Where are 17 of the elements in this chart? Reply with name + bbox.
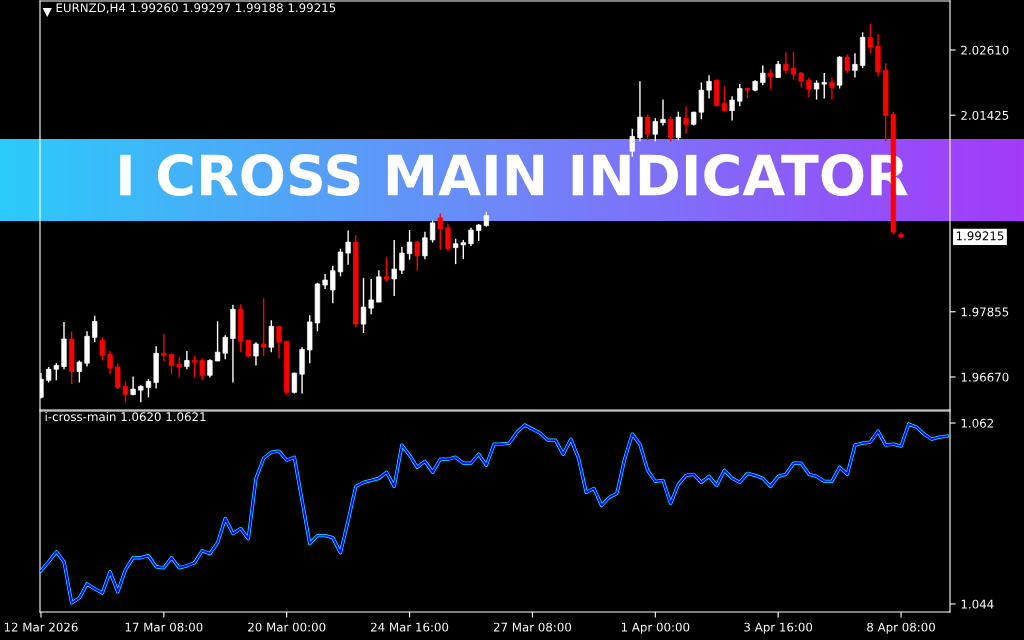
y-tick-label: 1.96670 (961, 372, 1009, 382)
y-tick-label: 2.02610 (961, 45, 1009, 55)
x-tick-label: 27 Mar 08:00 (493, 622, 572, 632)
text: 1.99215 (956, 231, 1004, 241)
x-tick-label: 1 Apr 00:00 (621, 622, 690, 634)
x-tick-label: 3 Apr 16:00 (744, 622, 813, 634)
x-tick-label: 8 Apr 08:00 (867, 622, 935, 634)
x-tick-label: 20 Mar 00:00 (248, 622, 326, 632)
x-tick-label: 17 Mar 08:00 (125, 622, 203, 632)
y-tick-label: 2.01425 (961, 110, 1009, 120)
chart-title: i-cross-main 1.0620 1.0621 (45, 412, 206, 422)
y-tick-label: 1.97855 (961, 307, 1009, 317)
x-tick-label: 12 Mar 2026 (4, 622, 78, 632)
x-tick-label: 24 Mar 16:00 (371, 622, 449, 632)
annotation: EURNZD,H4 1.99260 1.99297 1.99188 1.99215 (56, 3, 336, 14)
y-tick-label: 1.062 (961, 418, 994, 428)
y-tick-label: 1.044 (961, 599, 994, 609)
